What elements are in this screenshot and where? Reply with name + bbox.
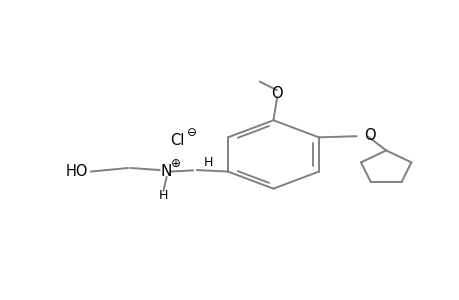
Text: HO: HO	[66, 164, 88, 179]
Text: Cl: Cl	[169, 133, 184, 148]
Text: H: H	[158, 189, 167, 202]
Text: ⊕: ⊕	[170, 157, 180, 170]
Text: O: O	[363, 128, 375, 143]
Text: N: N	[160, 164, 171, 179]
Text: H: H	[203, 156, 213, 169]
Text: ⊖: ⊖	[187, 125, 197, 139]
Text: O: O	[271, 86, 282, 101]
